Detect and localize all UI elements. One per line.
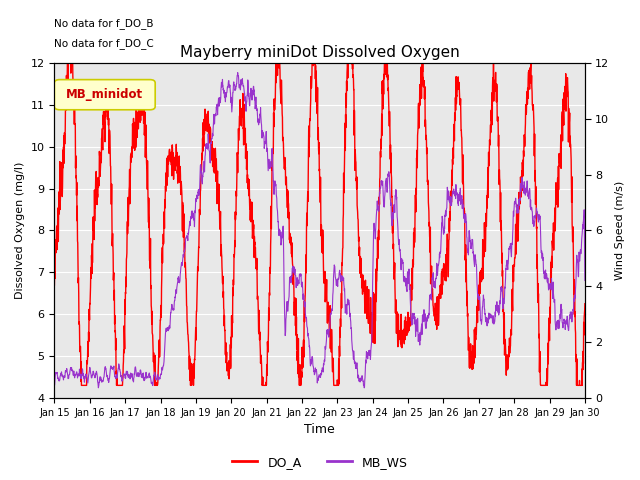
MB_WS [51, 383, 58, 389]
DO_A [199, 148, 207, 154]
DO_A [77, 383, 85, 388]
MB_WS [360, 385, 368, 391]
DO_A [581, 301, 589, 307]
DO_A [534, 291, 542, 297]
Text: No data for f_DO_B: No data for f_DO_B [54, 18, 154, 29]
MB_WS [549, 279, 557, 285]
DO_A [335, 344, 343, 349]
FancyBboxPatch shape [54, 80, 155, 110]
Line: MB_WS: MB_WS [54, 72, 585, 388]
MB_WS [581, 277, 589, 283]
DO_A [51, 282, 58, 288]
Title: Mayberry miniDot Dissolved Oxygen: Mayberry miniDot Dissolved Oxygen [180, 45, 460, 60]
MB_WS [474, 291, 482, 297]
DO_A [347, 48, 355, 53]
MB_WS [335, 274, 343, 280]
MB_WS [198, 181, 206, 187]
MB_WS [347, 317, 355, 323]
DO_A [65, 48, 72, 53]
Text: No data for f_DO_C: No data for f_DO_C [54, 38, 154, 49]
MB_WS [234, 70, 241, 75]
Y-axis label: Wind Speed (m/s): Wind Speed (m/s) [615, 181, 625, 280]
Text: MB_minidot: MB_minidot [66, 88, 143, 101]
Y-axis label: Dissolved Oxygen (mg/l): Dissolved Oxygen (mg/l) [15, 162, 25, 299]
DO_A [474, 303, 482, 309]
Legend: DO_A, MB_WS: DO_A, MB_WS [227, 451, 413, 474]
X-axis label: Time: Time [304, 423, 335, 436]
Line: DO_A: DO_A [54, 50, 585, 385]
DO_A [549, 242, 557, 248]
MB_WS [534, 219, 542, 225]
